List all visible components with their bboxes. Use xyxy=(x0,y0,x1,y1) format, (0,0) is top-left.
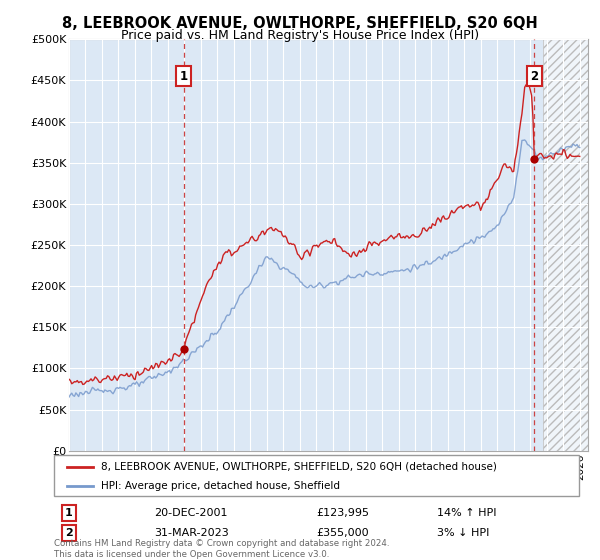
Text: 8, LEEBROOK AVENUE, OWLTHORPE, SHEFFIELD, S20 6QH (detached house): 8, LEEBROOK AVENUE, OWLTHORPE, SHEFFIELD… xyxy=(101,461,497,472)
Text: Price paid vs. HM Land Registry's House Price Index (HPI): Price paid vs. HM Land Registry's House … xyxy=(121,29,479,42)
Text: 20-DEC-2001: 20-DEC-2001 xyxy=(154,508,227,518)
Text: 14% ↑ HPI: 14% ↑ HPI xyxy=(437,508,497,518)
Text: £123,995: £123,995 xyxy=(317,508,370,518)
Text: 31-MAR-2023: 31-MAR-2023 xyxy=(154,528,229,538)
Text: 2: 2 xyxy=(65,528,73,538)
Text: 3% ↓ HPI: 3% ↓ HPI xyxy=(437,528,490,538)
Text: 8, LEEBROOK AVENUE, OWLTHORPE, SHEFFIELD, S20 6QH: 8, LEEBROOK AVENUE, OWLTHORPE, SHEFFIELD… xyxy=(62,16,538,31)
Text: 2: 2 xyxy=(530,70,539,83)
Text: £355,000: £355,000 xyxy=(317,528,369,538)
Text: Contains HM Land Registry data © Crown copyright and database right 2024.
This d: Contains HM Land Registry data © Crown c… xyxy=(54,539,389,559)
FancyBboxPatch shape xyxy=(54,455,579,496)
Text: 1: 1 xyxy=(65,508,73,518)
Bar xyxy=(542,39,588,451)
Text: HPI: Average price, detached house, Sheffield: HPI: Average price, detached house, Shef… xyxy=(101,480,340,491)
Text: 1: 1 xyxy=(180,70,188,83)
